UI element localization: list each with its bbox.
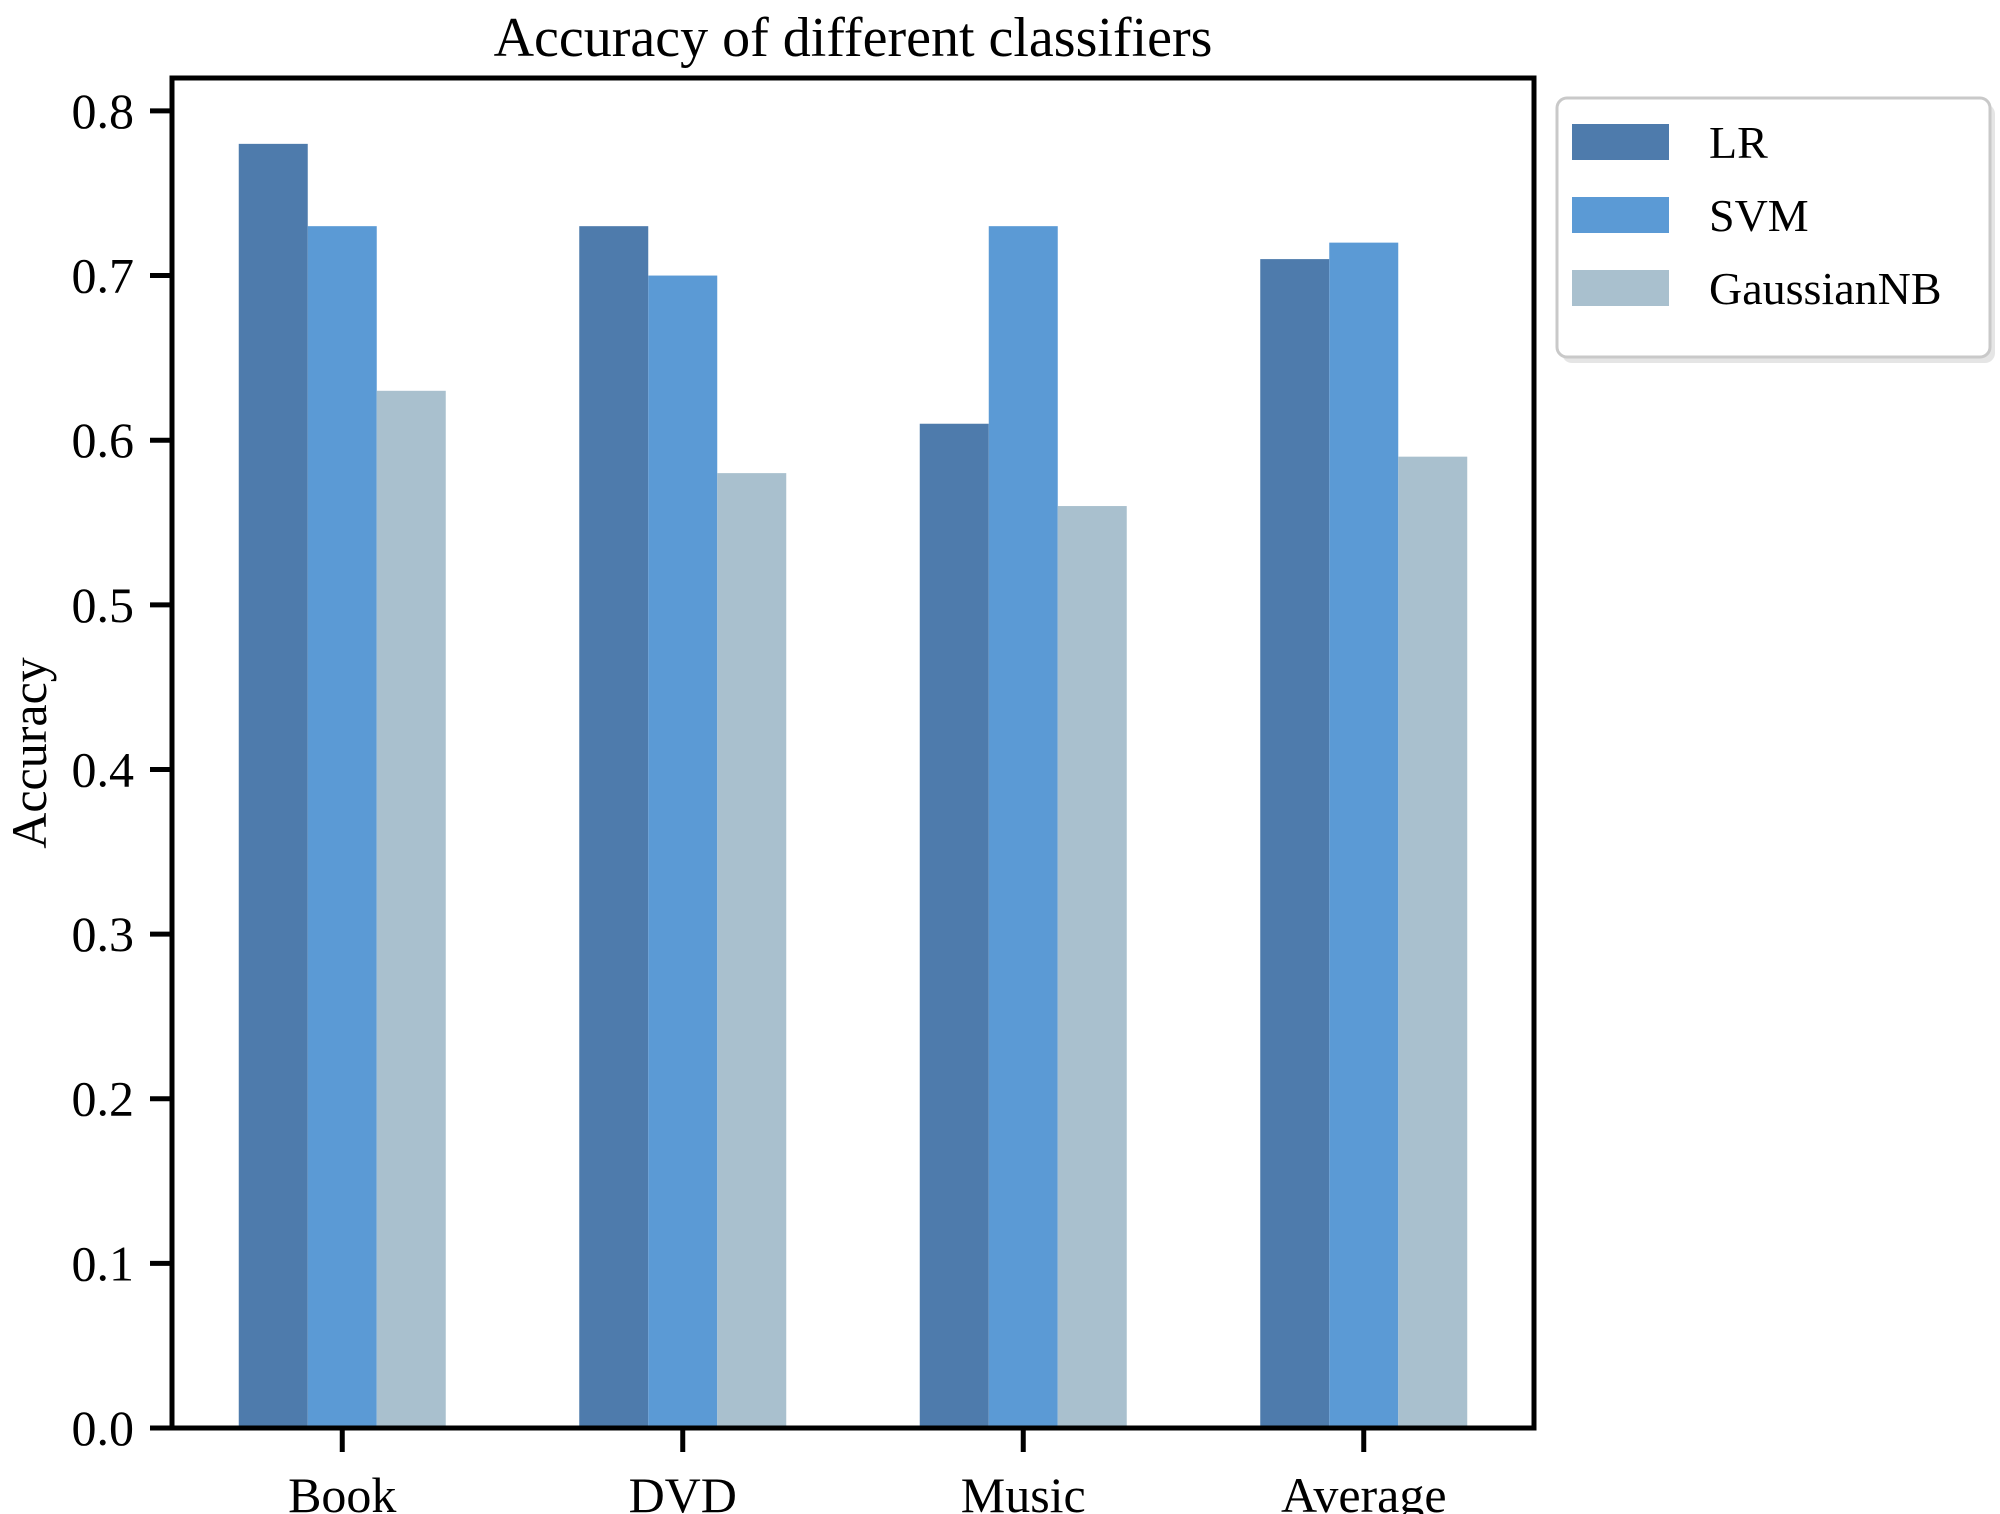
bar-gaussiannb-average bbox=[1398, 456, 1468, 1428]
legend-item-lr: LR bbox=[1572, 117, 1768, 168]
y-tick-label: 0.0 bbox=[72, 1400, 135, 1456]
x-tick-label-music: Music bbox=[961, 1467, 1086, 1514]
legend-label-lr: LR bbox=[1709, 117, 1768, 168]
y-tick-label: 0.2 bbox=[72, 1071, 135, 1127]
bar-lr-music bbox=[919, 423, 989, 1429]
y-tick-label: 0.4 bbox=[72, 741, 135, 797]
bar-lr-average bbox=[1260, 259, 1330, 1429]
y-axis-ticks: 0.0 0.1 0.2 0.3 0.4 0.5 0.6 0.7 0.8 bbox=[72, 83, 172, 1456]
y-tick-label: 0.5 bbox=[72, 577, 135, 633]
y-tick-label: 0.7 bbox=[72, 248, 135, 304]
y-axis-label: Accuracy bbox=[1, 657, 57, 849]
bar-gaussiannb-book bbox=[376, 390, 446, 1428]
y-tick-label: 0.8 bbox=[72, 83, 135, 139]
legend-swatch-svm bbox=[1572, 197, 1669, 233]
bar-svm-music bbox=[988, 226, 1058, 1428]
legend-item-gaussiannb: GaussianNB bbox=[1572, 263, 1942, 314]
legend-swatch-gaussiannb bbox=[1572, 270, 1669, 306]
plot-border bbox=[169, 75, 1537, 1431]
y-tick-label: 0.6 bbox=[72, 412, 135, 468]
bar-svm-book bbox=[307, 226, 377, 1428]
x-axis-ticks: Book DVD Music Average bbox=[288, 1428, 1447, 1514]
chart-title: Accuracy of different classifiers bbox=[494, 7, 1213, 69]
x-tick-label-book: Book bbox=[288, 1467, 396, 1514]
bar-gaussiannb-music bbox=[1057, 506, 1127, 1428]
y-tick-label: 0.1 bbox=[72, 1235, 135, 1291]
legend-label-gaussiannb: GaussianNB bbox=[1709, 263, 1942, 314]
legend-label-svm: SVM bbox=[1709, 190, 1809, 241]
x-tick-label-dvd: DVD bbox=[629, 1467, 737, 1514]
x-tick-label-average: Average bbox=[1281, 1467, 1447, 1514]
legend-swatch-lr bbox=[1572, 124, 1669, 160]
bar-svm-average bbox=[1329, 242, 1399, 1428]
bar-gaussiannb-dvd bbox=[717, 473, 787, 1428]
bar-svm-dvd bbox=[648, 275, 718, 1428]
bars-group bbox=[238, 143, 1468, 1429]
legend: LR SVM GaussianNB bbox=[1555, 96, 1995, 363]
legend-item-svm: SVM bbox=[1572, 190, 1809, 241]
bar-lr-dvd bbox=[579, 226, 649, 1428]
y-tick-label: 0.3 bbox=[72, 906, 135, 962]
bar-lr-book bbox=[238, 143, 308, 1429]
